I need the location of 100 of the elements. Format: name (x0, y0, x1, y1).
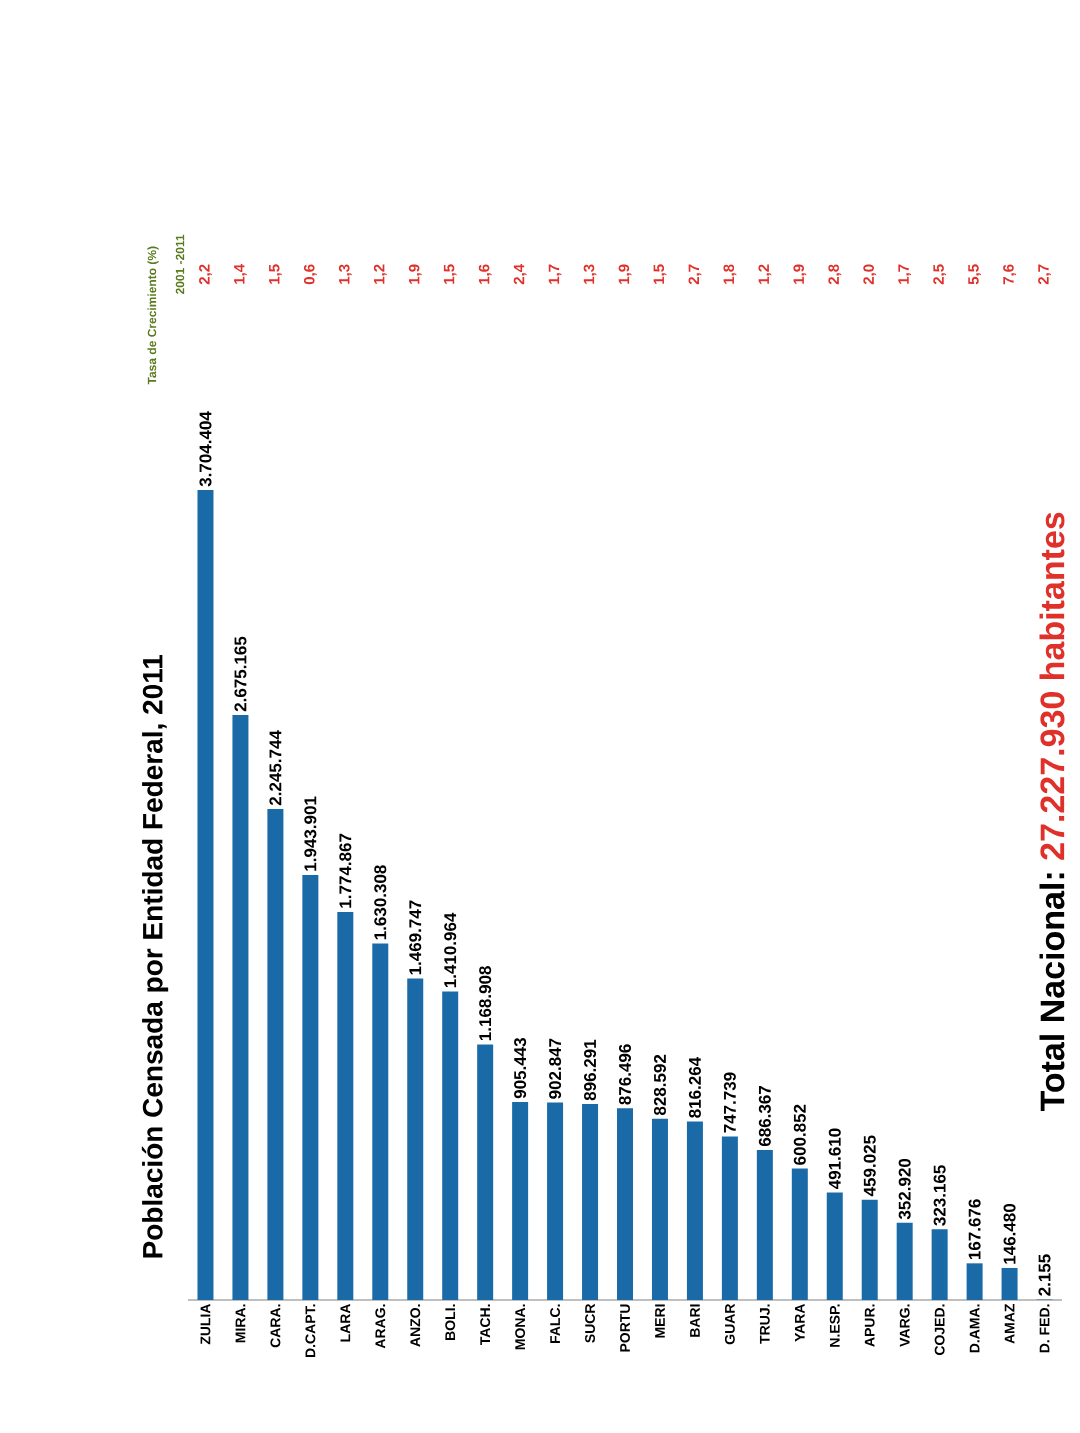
x-tick-label: AMAZ (1004, 1303, 1015, 1344)
data-label: 686.367 (758, 1086, 771, 1147)
data-label: 352.920 (898, 1158, 911, 1220)
bar (372, 943, 389, 1300)
data-label: 600.852 (793, 1104, 806, 1165)
text: 1,2 (373, 264, 387, 284)
text: 1,7 (548, 264, 562, 284)
text: 1,7 (898, 264, 911, 284)
text: 1,9 (408, 264, 422, 284)
bar (267, 808, 284, 1300)
text: 1,3 (338, 264, 352, 284)
bar (232, 715, 249, 1300)
x-tick-label: BARI (690, 1304, 700, 1337)
text: 1,3 (583, 264, 597, 284)
bar (477, 1044, 494, 1300)
data-label: 816.264 (688, 1056, 701, 1118)
data-label: 2.155 (1038, 1254, 1051, 1296)
data-label: 1.469.747 (409, 900, 422, 975)
bar (337, 911, 354, 1300)
x-tick-label: TACH. (480, 1304, 491, 1346)
bar (1001, 1267, 1018, 1300)
data-label: 896.291 (584, 1039, 597, 1101)
text: 7,6 (1003, 264, 1016, 285)
text: 2,8 (828, 264, 842, 285)
text: 2,0 (863, 264, 877, 285)
x-tick-label: APUR. (864, 1304, 875, 1347)
x-tick-label: TRUJ. (759, 1304, 770, 1344)
x-tick-label: VARG. (899, 1304, 910, 1347)
data-label: 323.165 (933, 1165, 946, 1226)
x-tick-label: BOLI. (445, 1304, 456, 1340)
text: 2,7 (1038, 264, 1051, 285)
bar (756, 1149, 773, 1300)
data-label: 146.480 (1003, 1204, 1016, 1264)
x-tick-label: ANZO. (410, 1304, 421, 1347)
bar (861, 1199, 878, 1300)
text: 1,9 (618, 264, 632, 284)
text: 1,9 (793, 264, 807, 284)
bar (791, 1168, 808, 1300)
text: 2001 -2011 (175, 234, 185, 295)
bar (302, 874, 319, 1300)
x-tick-label: GUAR (724, 1303, 735, 1345)
data-label: 876.496 (618, 1044, 632, 1105)
x-tick-label: ZULIA (200, 1303, 211, 1345)
text: 1,2 (758, 264, 772, 284)
bar (407, 978, 424, 1300)
data-label: 491.610 (828, 1128, 841, 1190)
x-tick-label: FALC. (550, 1304, 561, 1344)
x-tick-label: N.ESP. (829, 1304, 840, 1347)
text: 5,5 (968, 264, 981, 285)
text: 2,4 (513, 264, 527, 285)
data-label: 1.943.901 (304, 796, 317, 871)
bar (617, 1108, 633, 1300)
x-tick-label: YARA (794, 1303, 805, 1342)
text: 1,5 (653, 264, 667, 284)
data-label: 1.410.964 (444, 912, 457, 988)
data-label: 905.443 (514, 1037, 527, 1099)
text: Población Censada por Entidad Federal, 2011 (141, 654, 169, 1258)
x-tick-label: MERI (655, 1304, 665, 1338)
x-tick-label: COJED. (934, 1304, 945, 1356)
text: 1,5 (443, 264, 457, 284)
bar (651, 1118, 668, 1300)
text: 1,6 (478, 264, 492, 284)
bar (442, 991, 459, 1300)
data-label: 459.025 (863, 1135, 876, 1197)
x-tick-label: LARA (340, 1303, 351, 1342)
x-tick-label: D. FED. (1039, 1304, 1050, 1353)
data-label: 3.704.404 (199, 411, 212, 487)
data-label: 747.739 (723, 1072, 736, 1133)
annotation: Total Nacional: (1039, 873, 1065, 1112)
text: Tasa de Crecimiento (%) (147, 246, 159, 385)
bar (721, 1136, 738, 1300)
bar (686, 1121, 703, 1300)
bar (966, 1263, 983, 1300)
x-tick-label: CARA. (270, 1304, 281, 1348)
text: 1,5 (269, 264, 282, 284)
data-label: 1.630.308 (374, 865, 387, 940)
text: 0,6 (303, 264, 317, 285)
annotation: 27.227.930 habitantes (1039, 512, 1065, 860)
text: 2,2 (199, 264, 212, 285)
x-tick-label: MONA. (515, 1304, 526, 1350)
text: 1,8 (723, 264, 737, 284)
x-tick-label: D.CAPT. (305, 1304, 316, 1358)
data-label: 2.675.165 (234, 636, 247, 712)
data-label: 1.774.867 (339, 833, 352, 908)
bar (197, 489, 214, 1300)
bar (582, 1104, 599, 1300)
bar (547, 1102, 564, 1300)
x-tick-label: SUCR (585, 1303, 595, 1343)
bar (931, 1229, 948, 1300)
bar (512, 1102, 529, 1300)
x-tick-label: MIRA. (235, 1304, 246, 1343)
data-label: 902.847 (549, 1038, 562, 1099)
x-tick-label: ARAG. (375, 1304, 386, 1349)
text: 1,4 (234, 264, 247, 284)
bar (826, 1192, 843, 1300)
text: 2,7 (688, 264, 702, 285)
text: 2,5 (933, 264, 947, 285)
x-tick-label: PORTU (620, 1304, 630, 1352)
data-label: 828.592 (653, 1054, 666, 1116)
data-label: 167.676 (968, 1199, 981, 1260)
